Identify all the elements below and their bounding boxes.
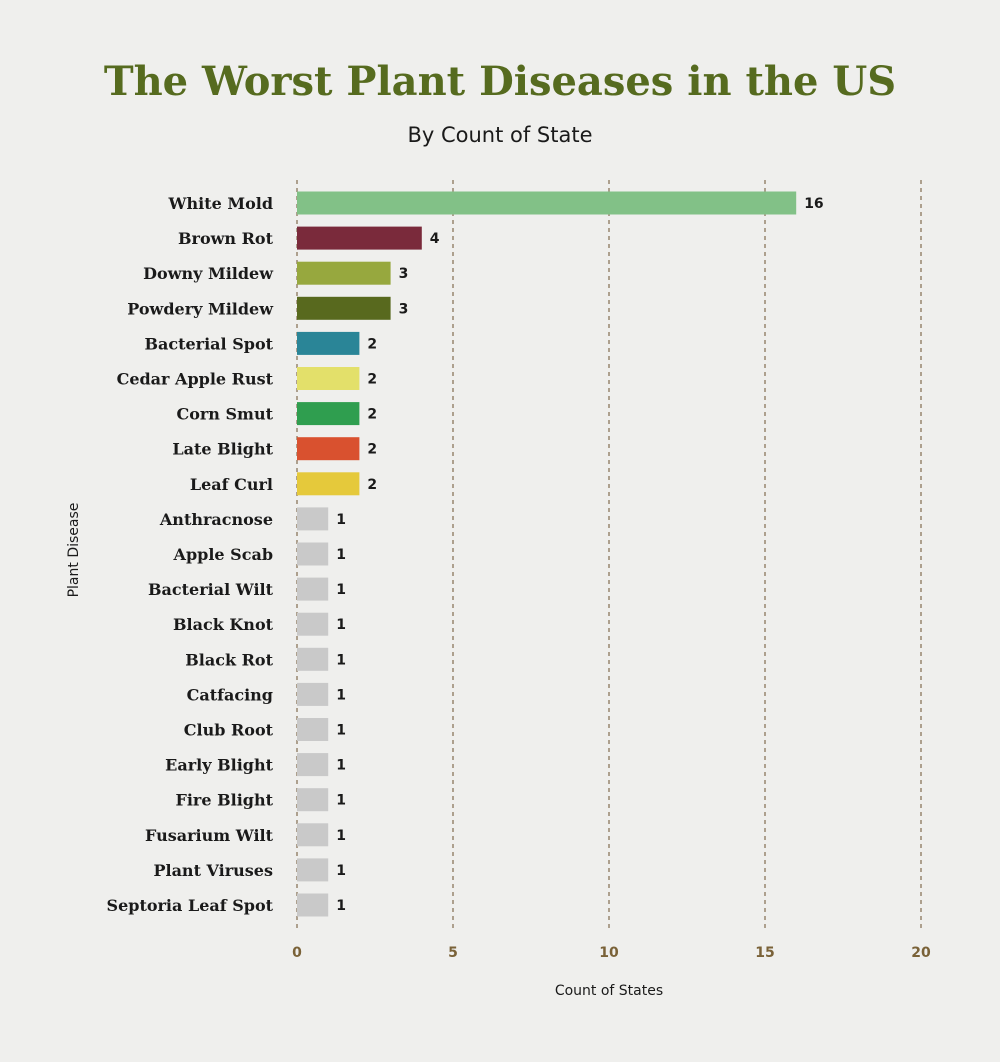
bar xyxy=(297,718,329,741)
bar-row: Black Knot 1 xyxy=(173,612,346,636)
bar xyxy=(297,367,360,390)
bar-row: Brown Rot 4 xyxy=(178,226,440,250)
bar-row: Powdery Mildew 3 xyxy=(127,296,409,320)
bar-row: Bacterial Wilt 1 xyxy=(148,577,346,601)
value-label: 2 xyxy=(367,442,377,458)
x-tick-label: 10 xyxy=(599,945,619,961)
category-label: Plant Viruses xyxy=(153,861,273,880)
value-label: 1 xyxy=(336,547,346,563)
category-label: White Mold xyxy=(168,194,273,213)
category-label: Black Knot xyxy=(173,615,274,634)
value-label: 1 xyxy=(336,723,346,739)
value-label: 2 xyxy=(367,477,377,493)
bar-row: Club Root 1 xyxy=(184,718,346,741)
gridlines xyxy=(296,180,922,932)
x-tick-label: 15 xyxy=(755,945,774,961)
x-axis-ticks: 0 5 10 15 20 xyxy=(292,945,931,961)
bar-row: Early Blight 1 xyxy=(165,753,346,777)
value-label: 1 xyxy=(336,512,346,528)
bar xyxy=(297,191,797,215)
category-label: Downy Mildew xyxy=(143,264,274,283)
bar-row: Late Blight 2 xyxy=(172,437,377,461)
category-label: Septoria Leaf Spot xyxy=(107,896,274,915)
category-label: Early Blight xyxy=(165,756,273,775)
value-label: 2 xyxy=(367,336,377,352)
bar xyxy=(297,402,360,426)
bar-row: Apple Scab 1 xyxy=(173,542,346,566)
value-label: 1 xyxy=(336,758,346,774)
x-axis-title: Count of States xyxy=(555,983,663,999)
category-label: Apple Scab xyxy=(173,545,273,564)
category-label: Anthracnose xyxy=(159,510,273,529)
bar xyxy=(297,542,329,566)
category-label: Corn Smut xyxy=(176,405,273,424)
bar xyxy=(297,226,422,250)
bar-row: Downy Mildew 3 xyxy=(143,261,409,285)
bar-row: Corn Smut 2 xyxy=(176,402,377,426)
x-tick-label: 0 xyxy=(292,945,302,961)
bar xyxy=(297,858,329,882)
bar xyxy=(297,296,391,320)
bar xyxy=(297,753,329,777)
bar-row: Catfacing 1 xyxy=(187,682,346,706)
y-axis-title: Plant Disease xyxy=(66,503,82,598)
bar xyxy=(297,612,329,636)
category-label: Black Rot xyxy=(185,650,273,669)
bar-row: Fusarium Wilt 1 xyxy=(145,823,346,847)
bar xyxy=(297,647,329,671)
x-tick-label: 20 xyxy=(911,945,931,961)
value-label: 1 xyxy=(336,582,346,598)
category-label: Bacterial Spot xyxy=(144,334,273,353)
value-label: 3 xyxy=(399,301,409,317)
category-label: Powdery Mildew xyxy=(127,299,274,318)
bar xyxy=(297,472,360,496)
category-label: Fusarium Wilt xyxy=(145,826,274,845)
bar xyxy=(297,893,329,917)
category-label: Club Root xyxy=(184,721,274,740)
value-label: 1 xyxy=(336,793,346,809)
bar xyxy=(297,788,329,812)
value-label: 1 xyxy=(336,617,346,633)
bar-row: Septoria Leaf Spot 1 xyxy=(107,893,346,917)
bar xyxy=(297,823,329,847)
bar xyxy=(297,331,360,355)
value-label: 1 xyxy=(336,828,346,844)
value-label: 2 xyxy=(367,372,377,388)
value-label: 3 xyxy=(399,266,409,282)
value-label: 1 xyxy=(336,687,346,703)
bar-row: Cedar Apple Rust 2 xyxy=(117,367,377,390)
value-label: 4 xyxy=(430,231,440,247)
bar-row: Plant Viruses 1 xyxy=(153,858,346,882)
bar xyxy=(297,507,329,531)
bar xyxy=(297,437,360,461)
value-label: 16 xyxy=(804,196,823,212)
value-label: 1 xyxy=(336,898,346,914)
value-label: 2 xyxy=(367,407,377,423)
category-label: Late Blight xyxy=(172,440,273,459)
category-label: Cedar Apple Rust xyxy=(117,370,274,389)
bar-row: White Mold 16 xyxy=(168,191,824,215)
bar xyxy=(297,261,391,285)
category-label: Leaf Curl xyxy=(190,475,273,494)
chart-subtitle: By Count of State xyxy=(407,123,592,147)
bar-row: Leaf Curl 2 xyxy=(190,472,377,496)
bar-row: Fire Blight 1 xyxy=(175,788,346,812)
value-label: 1 xyxy=(336,863,346,879)
bar xyxy=(297,682,329,706)
chart-title: The Worst Plant Diseases in the US xyxy=(104,58,896,105)
bar-row: Anthracnose 1 xyxy=(159,507,346,531)
x-tick-label: 5 xyxy=(448,945,458,961)
category-label: Catfacing xyxy=(187,685,273,704)
category-label: Fire Blight xyxy=(175,791,273,810)
value-label: 1 xyxy=(336,652,346,668)
bar-row: Bacterial Spot 2 xyxy=(144,331,377,355)
category-label: Bacterial Wilt xyxy=(148,580,274,599)
bar xyxy=(297,577,329,601)
category-label: Brown Rot xyxy=(178,229,274,248)
bar-row: Black Rot 1 xyxy=(185,647,346,671)
